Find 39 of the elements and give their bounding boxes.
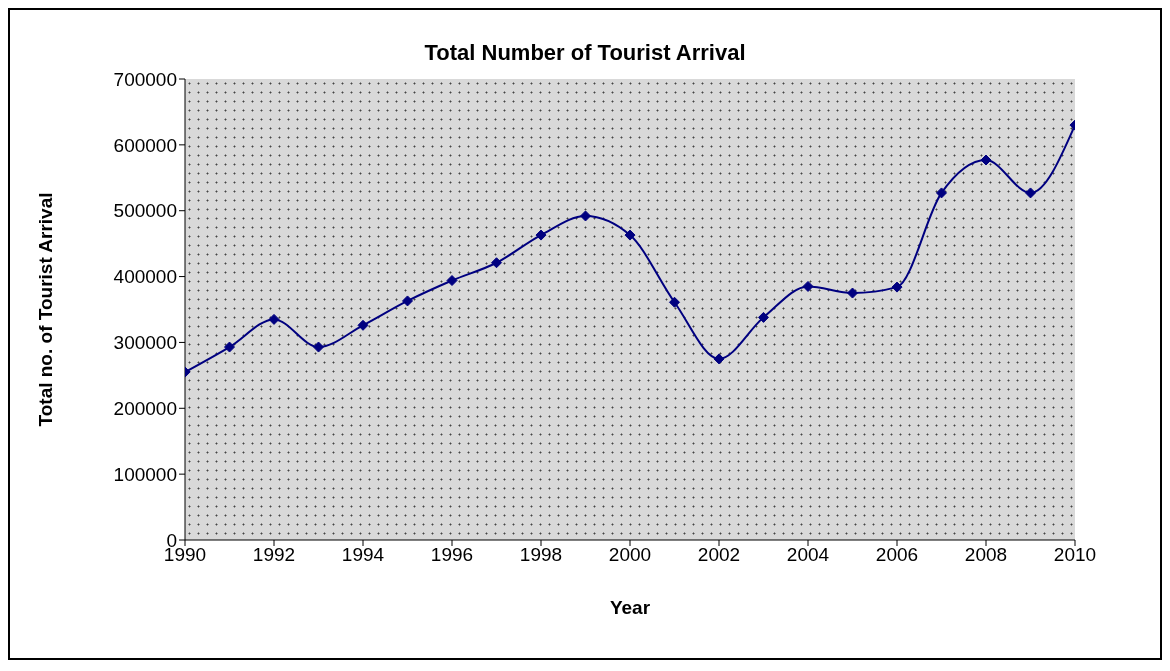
- y-tick-label: 700000: [113, 68, 177, 90]
- point: [357, 319, 369, 331]
- x-tick-label: 2002: [697, 544, 741, 566]
- point: [313, 341, 324, 353]
- point: [669, 296, 680, 308]
- x-tick-label: 1998: [519, 544, 563, 566]
- y-tick-label: 100000: [113, 463, 177, 485]
- point: [580, 210, 591, 222]
- point: [1025, 187, 1036, 199]
- x-axis-title: Year: [609, 597, 651, 618]
- point: [980, 154, 992, 166]
- x-tick-label: 2000: [608, 544, 652, 566]
- x-tick-label: 1994: [341, 544, 385, 566]
- point: [758, 311, 769, 323]
- point: [936, 187, 947, 199]
- point: [891, 281, 903, 293]
- point: [713, 353, 725, 365]
- x-tick-label: 1992: [252, 544, 296, 566]
- x-tick-label: 1996: [430, 544, 474, 566]
- point: [802, 280, 814, 292]
- x-tick-label: 2010: [1053, 544, 1097, 566]
- y-tick-label: 300000: [113, 332, 177, 354]
- point: [535, 229, 547, 241]
- y-tick-label: 500000: [113, 200, 177, 222]
- point: [268, 313, 280, 325]
- y-axis-title: Total no. of Tourist Arrival: [34, 192, 56, 427]
- point: [491, 257, 502, 269]
- point: [446, 275, 458, 287]
- chart-title: Total Number of Tourist Arrival: [423, 40, 747, 66]
- point: [402, 295, 413, 307]
- y-tick-label: 200000: [113, 398, 177, 420]
- x-tick-label: 2006: [875, 544, 919, 566]
- x-tick-label: 2004: [786, 544, 830, 566]
- point: [624, 229, 636, 241]
- point: [224, 341, 235, 353]
- y-tick-label: 600000: [113, 134, 177, 156]
- y-tick-label: 400000: [113, 266, 177, 288]
- point: [847, 287, 858, 299]
- x-tick-label: 2008: [964, 544, 1008, 566]
